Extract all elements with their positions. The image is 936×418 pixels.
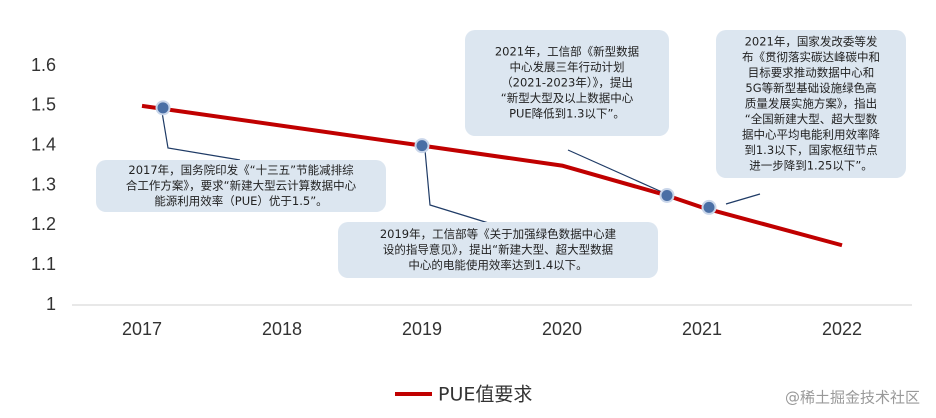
marker — [659, 187, 675, 203]
annotation-box — [96, 160, 386, 212]
annotation-text: 合工作方案》，要求“新建大型云计算数据中心 — [126, 179, 357, 193]
connector — [161, 111, 241, 161]
connector — [567, 149, 663, 193]
legend-label: PUE值要求 — [438, 384, 532, 406]
x-tick-label: 2017 — [122, 319, 162, 339]
annotation-text: “新型大型及以上数据中心 — [501, 91, 634, 105]
annotation-text: 据中心平均电能利用效率降 — [742, 128, 880, 142]
connector — [725, 193, 761, 205]
annotation-text: 进一步降到1.25以下”。 — [749, 159, 873, 173]
annotation-text: 目标要求推动数据中心和 — [748, 66, 875, 80]
annotation-text: 5G等新型基础设施绿色高 — [745, 81, 876, 95]
x-tick-label: 2018 — [262, 319, 302, 339]
annotation-text: 到1.3以下，国家枢纽节点 — [744, 143, 877, 157]
marker — [701, 199, 717, 215]
x-tick-label: 2021 — [682, 319, 722, 339]
y-tick-label: 1.5 — [31, 95, 56, 115]
annotation-text: 2021年，国家发改委等发 — [745, 35, 878, 49]
annotation-text: 中心发展三年行动计划 — [510, 60, 625, 74]
annotation-text: 中心的电能使用效率达到1.4以下。 — [408, 258, 587, 272]
connector — [424, 149, 496, 226]
annotation-text: 设的指导意见》，提出“新建大型、超大型数据 — [383, 243, 614, 257]
watermark: @稀土掘金技术社区 — [785, 389, 920, 407]
annotation-text: （2021-2023年）》，提出 — [501, 76, 633, 90]
annotation-text: 布《贯彻落实碳达峰碳中和 — [742, 50, 880, 64]
annotation-text: “全国新建大型、超大型数 — [745, 112, 878, 126]
y-tick-label: 1.1 — [31, 254, 56, 274]
y-tick-label: 1.6 — [31, 55, 56, 75]
series-line — [141, 103, 843, 248]
annotation-text: 2019年，工信部等《关于加强绿色数据中心建 — [380, 227, 617, 241]
marker — [155, 100, 171, 116]
marker — [414, 138, 430, 154]
y-tick-label: 1 — [46, 294, 56, 314]
annotation-text: PUE降低到1.3以下”。 — [509, 107, 625, 121]
annotation-text: 2021年，工信部《新型数据 — [495, 45, 640, 59]
annotation-box — [338, 222, 658, 278]
annotation-text: 质量发展实施方案》，指出 — [745, 97, 877, 111]
annotation-box — [716, 30, 906, 178]
x-tick-label: 2019 — [402, 319, 442, 339]
annotation-box — [465, 30, 669, 136]
y-tick-label: 1.3 — [31, 174, 56, 194]
x-tick-label: 2022 — [822, 319, 862, 339]
annotation-text: 2017年，国务院印发《“十三五”节能减排综 — [128, 163, 354, 177]
annotation-text: 能源利用效率（PUE）优于1.5”。 — [154, 194, 327, 208]
y-tick-label: 1.2 — [31, 214, 56, 234]
y-tick-label: 1.4 — [31, 134, 56, 154]
x-tick-label: 2020 — [542, 319, 582, 339]
